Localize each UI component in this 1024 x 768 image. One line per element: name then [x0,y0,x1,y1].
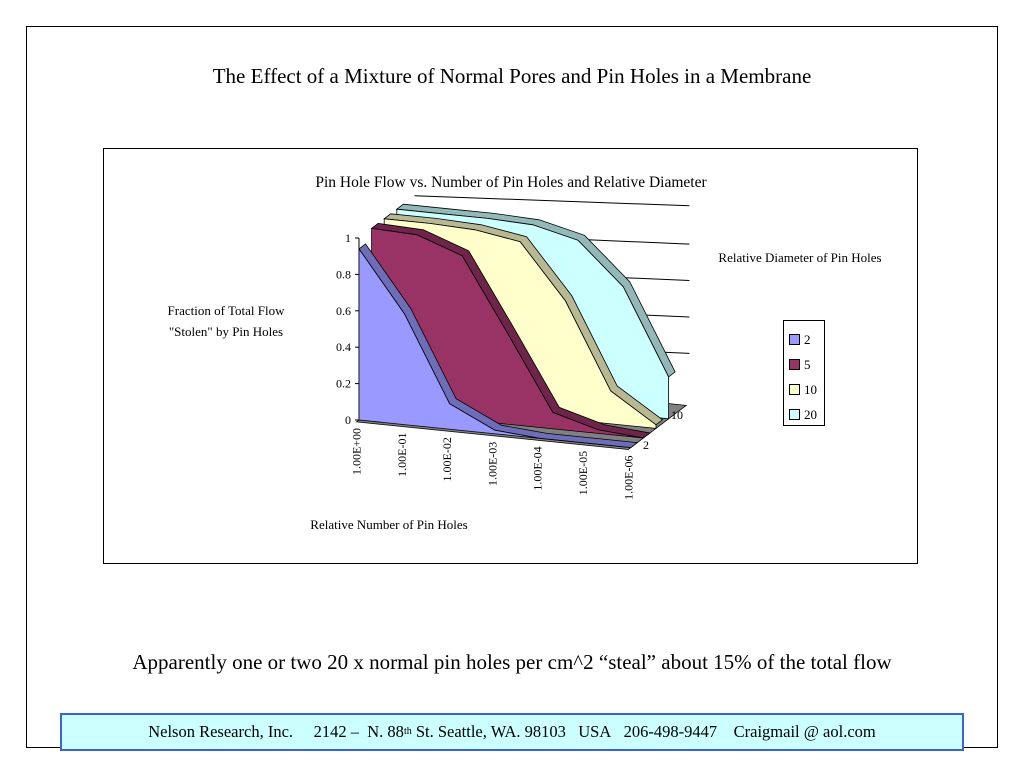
footer-phone: 206-498-9447 [623,722,718,741]
footer-address-pre: 2142 – N. 88 [313,722,404,741]
x-tick-label: 1.00E-01 [395,433,409,477]
footer-address-post: St. Seattle, WA. 98103 USA [411,722,612,741]
slide-title: The Effect of a Mixture of Normal Pores … [212,64,812,88]
chart-svg: Pin Hole Flow vs. Number of Pin Holes an… [168,174,708,532]
depth-tick-label: 10 [671,408,683,422]
x-tick-label: 1.00E-04 [531,446,545,490]
y-axis-label-line1: Fraction of Total Flow [168,303,286,318]
series-2-area [358,247,631,448]
y-tick-label: 0.8 [336,267,351,281]
footer-company: Nelson Research, Inc. [148,722,294,741]
legend-item: 2 [784,327,824,352]
legend-title: Relative Diameter of Pin Holes [718,250,882,265]
legend-label: 2 [804,331,811,347]
y-tick-label: 1 [345,231,351,245]
y-tick-label: 0.4 [336,340,351,354]
chart-title: Pin Hole Flow vs. Number of Pin Holes an… [315,174,707,191]
x-tick-label: 1.00E-02 [440,437,454,481]
legend-label: 20 [804,406,817,422]
grid-line [414,195,690,207]
depth-tick-label: 2 [643,438,649,452]
x-tick-label: 1.00E-03 [485,442,499,486]
x-axis-label: Relative Number of Pin Holes [310,517,467,532]
x-tick-label: 1.00E-05 [576,451,590,495]
legend-swatch [789,409,800,420]
y-tick-label: 0 [345,413,351,427]
legend-label: 10 [804,381,817,397]
y-axis-label-line2: "Stolen" by Pin Holes [169,324,283,339]
x-tick-label: 1.00E+00 [349,428,363,475]
footer-email: Craigmail @ aol.com [733,722,876,741]
legend-swatch [789,384,800,395]
x-tick-label: 1.00E-06 [621,456,635,500]
chart-legend: 2 5 10 20 [783,320,825,426]
conclusion-text: Apparently one or two 20 x normal pin ho… [132,650,892,674]
legend-item: 10 [784,377,824,402]
y-tick-label: 0.6 [336,304,351,318]
chart-area: Pin Hole Flow vs. Number of Pin Holes an… [103,148,918,564]
legend-item: 5 [784,352,824,377]
legend-label: 5 [804,356,811,372]
y-tick-label: 0.2 [336,377,351,391]
legend-swatch [789,334,800,345]
legend-swatch [789,359,800,370]
legend-item: 20 [784,402,824,427]
